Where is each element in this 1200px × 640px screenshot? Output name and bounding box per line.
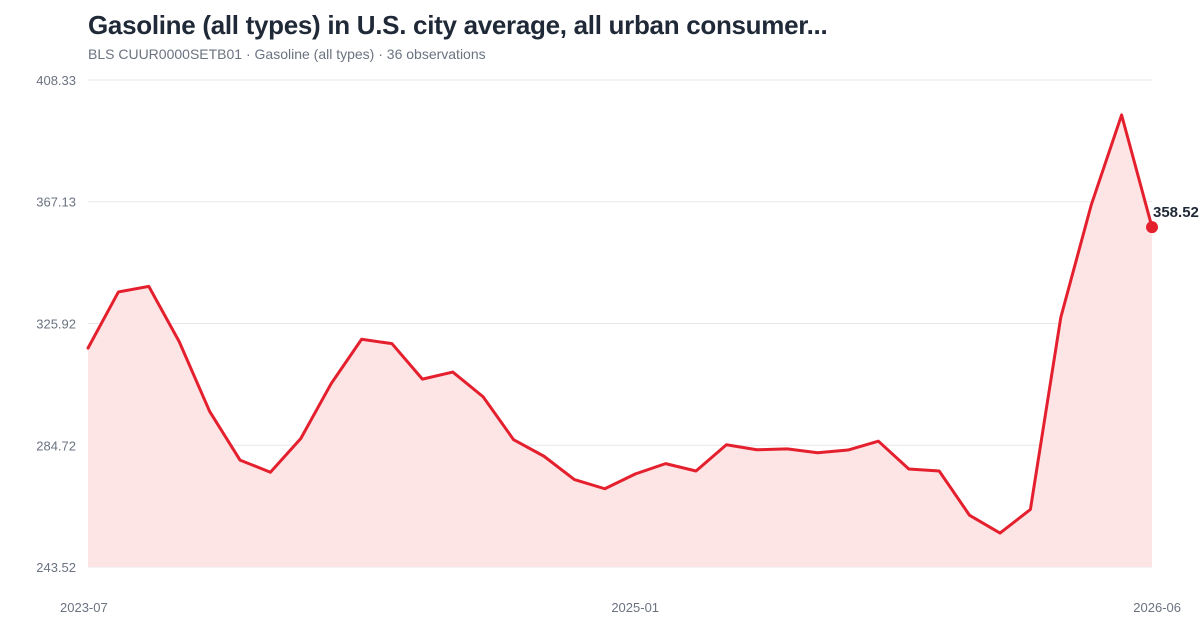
y-tick-label: 408.33 xyxy=(36,73,76,88)
last-value-label: 358.52 xyxy=(1153,204,1199,221)
last-value-marker[interactable] xyxy=(1146,221,1158,234)
data-point[interactable] xyxy=(632,471,638,477)
y-tick-label: 367.13 xyxy=(36,195,76,210)
data-point[interactable] xyxy=(936,468,942,474)
data-point[interactable] xyxy=(511,437,517,443)
data-point[interactable] xyxy=(906,466,912,472)
data-point[interactable] xyxy=(1119,112,1125,118)
y-tick-label: 325.92 xyxy=(36,317,76,332)
data-point[interactable] xyxy=(784,446,790,452)
data-point[interactable] xyxy=(207,408,213,414)
data-point[interactable] xyxy=(693,468,699,474)
chart-subtitle: BLS CUUR0000SETB01 · Gasoline (all types… xyxy=(88,46,486,62)
data-point[interactable] xyxy=(359,336,365,342)
data-point[interactable] xyxy=(389,341,395,347)
data-point[interactable] xyxy=(1058,314,1064,320)
data-point[interactable] xyxy=(663,461,669,467)
x-tick-label: 2025-01 xyxy=(611,600,659,615)
data-point[interactable] xyxy=(450,369,456,375)
y-tick-label: 243.52 xyxy=(36,560,76,575)
y-axis: 408.33 367.13 325.92 284.72 243.52 xyxy=(36,73,76,575)
data-point[interactable] xyxy=(85,345,91,351)
series-line xyxy=(86,113,1154,535)
data-point[interactable] xyxy=(723,442,729,448)
data-point[interactable] xyxy=(146,283,152,289)
x-tick-label: 2023-07 xyxy=(60,600,108,615)
data-point[interactable] xyxy=(419,376,425,382)
chart-title: Gasoline (all types) in U.S. city averag… xyxy=(88,10,828,40)
data-point[interactable] xyxy=(602,486,608,492)
data-point[interactable] xyxy=(115,289,121,295)
data-point[interactable] xyxy=(298,436,304,442)
data-point[interactable] xyxy=(480,394,486,400)
data-point[interactable] xyxy=(845,447,851,453)
data-point[interactable] xyxy=(571,477,577,483)
data-point[interactable] xyxy=(267,469,273,475)
data-point[interactable] xyxy=(237,457,243,463)
data-point[interactable] xyxy=(875,438,881,444)
data-point[interactable] xyxy=(1027,506,1033,512)
data-point[interactable] xyxy=(815,450,821,456)
data-point[interactable] xyxy=(967,512,973,518)
x-tick-label: 2026-06 xyxy=(1133,600,1181,615)
area-fill xyxy=(88,114,1152,568)
data-point[interactable] xyxy=(997,530,1003,536)
y-tick-label: 284.72 xyxy=(36,438,76,453)
data-point[interactable] xyxy=(754,447,760,453)
data-point[interactable] xyxy=(541,453,547,459)
data-point[interactable] xyxy=(176,339,182,345)
data-point[interactable] xyxy=(1088,202,1094,208)
x-axis: 2023-07 2025-01 2026-06 xyxy=(60,600,1181,615)
data-point[interactable] xyxy=(328,381,334,387)
